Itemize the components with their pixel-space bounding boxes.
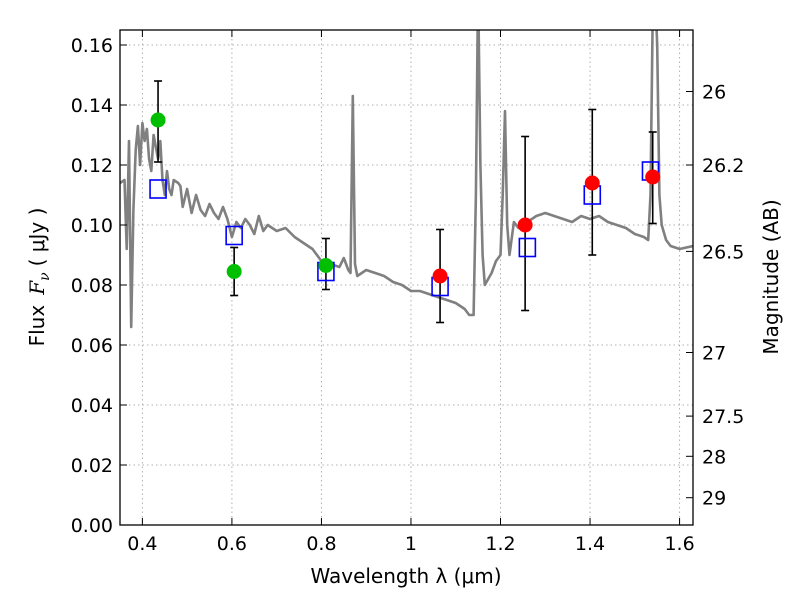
y-axis-label-prefix: Flux <box>25 305 49 347</box>
x-tick-label: 1.6 <box>664 533 694 555</box>
x-tick-label: 0.8 <box>306 533 336 555</box>
y2-axis-label: Magnitude (AB) <box>759 199 783 354</box>
green-data-point <box>150 112 166 128</box>
x-axis-ticks: 0.4 0.6 0.8 1 1.2 1.4 1.6 <box>127 30 695 555</box>
y-axis-label: Flux Fν ( μJy ) <box>25 208 53 347</box>
x-tick-label: 1.4 <box>575 533 605 555</box>
y-tick-label: 0.14 <box>71 95 113 117</box>
y2-tick-label: 27 <box>702 343 726 365</box>
red-data-point <box>517 217 533 233</box>
y2-tick-label: 26.5 <box>702 241 744 263</box>
x-tick-label: 1 <box>405 533 417 555</box>
y2-tick-label: 26 <box>702 82 726 104</box>
x-tick-label: 0.4 <box>127 533 157 555</box>
observed-photometry-points <box>150 112 661 284</box>
spectrum-line <box>120 30 693 329</box>
y2-tick-label: 26.2 <box>702 155 744 177</box>
y-tick-label: 0.02 <box>71 455 113 477</box>
model-spectrum-line <box>120 30 693 329</box>
y-tick-label: 0.08 <box>71 275 113 297</box>
y-tick-label: 0.16 <box>71 35 113 57</box>
green-data-point <box>226 264 242 279</box>
red-data-point <box>584 175 600 191</box>
grid <box>120 30 693 526</box>
y-axis-label-unit: ( μJy ) <box>25 208 49 267</box>
model-square-marker <box>518 237 537 258</box>
red-data-point <box>432 268 448 284</box>
plot-frame <box>119 29 694 526</box>
y2-tick-label: 29 <box>702 488 726 510</box>
y-tick-label: 0.10 <box>71 215 113 237</box>
y-axis-ticks: 0.00 0.02 0.04 0.06 0.08 0.10 0.12 0.14 0.16 <box>71 35 127 537</box>
y-tick-label: 0.12 <box>71 155 113 177</box>
y2-tick-label: 28 <box>702 446 726 468</box>
model-square-marker <box>149 179 167 199</box>
x-axis-label: Wavelength λ (μm) <box>310 564 501 588</box>
y-tick-label: 0.04 <box>71 395 113 417</box>
x-tick-label: 1.2 <box>485 533 515 555</box>
y-tick-label: 0.06 <box>71 335 113 357</box>
model-square-marker <box>225 225 243 246</box>
red-data-point <box>645 169 661 185</box>
y2-tick-label: 27.5 <box>702 406 744 428</box>
x-tick-label: 0.6 <box>217 533 247 555</box>
y2-axis-ticks: 26 26.2 26.5 27 27.5 28 29 <box>686 82 744 510</box>
y-axis-label-symbol: F <box>25 280 49 296</box>
green-data-point <box>318 258 334 273</box>
y-axis-label-subscript: ν <box>37 272 53 281</box>
y-tick-label: 0.00 <box>71 515 113 537</box>
